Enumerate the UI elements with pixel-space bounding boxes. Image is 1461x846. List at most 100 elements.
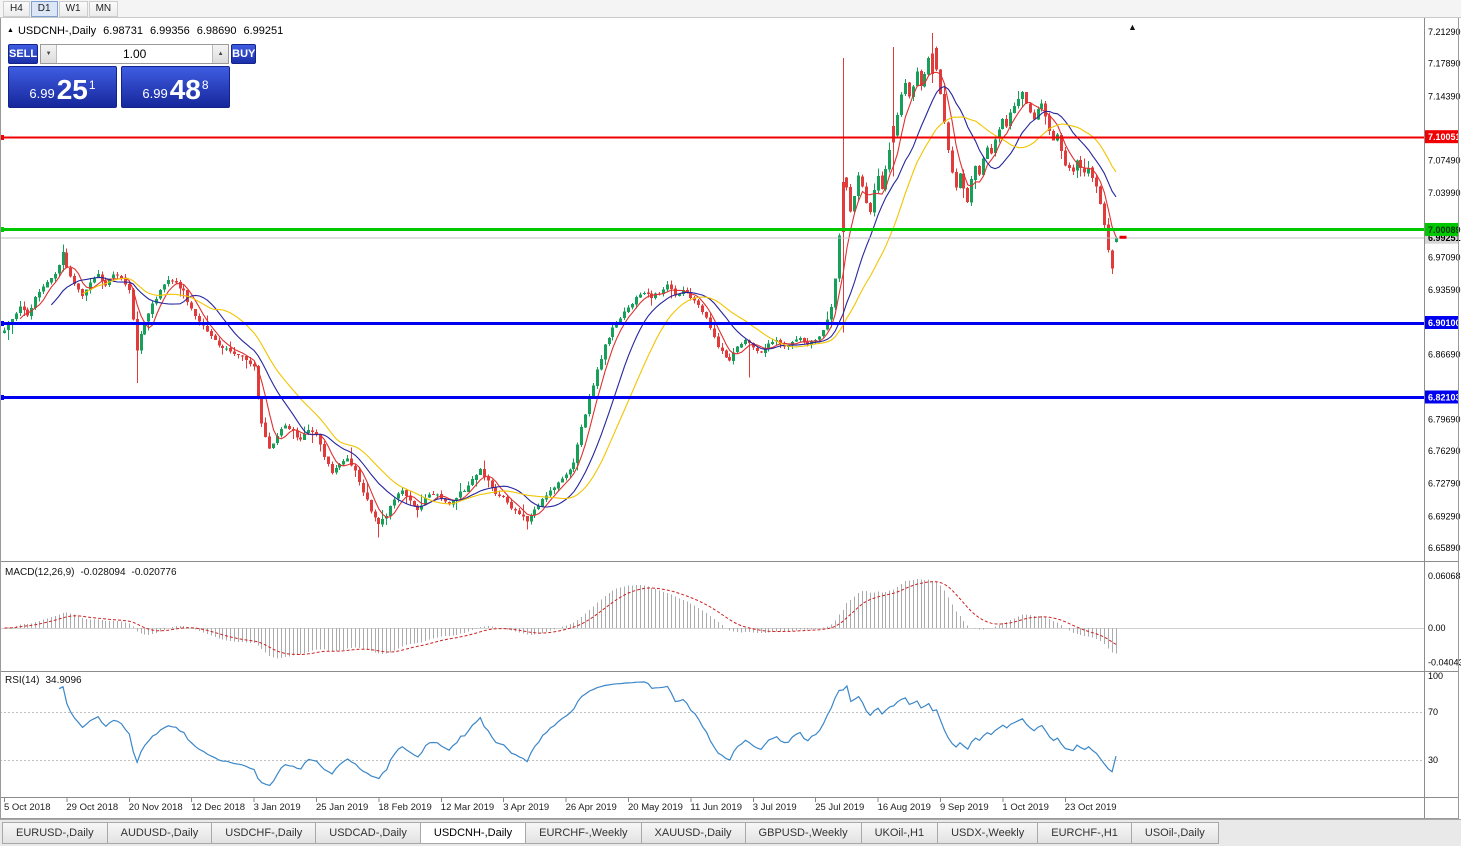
svg-text:100: 100 bbox=[1428, 671, 1443, 681]
ask-point: 8 bbox=[201, 78, 209, 92]
price-badge-7.10051: 7.10051 bbox=[1425, 130, 1461, 144]
chart-tab-audusd-daily[interactable]: AUDUSD-,Daily bbox=[107, 822, 213, 844]
svg-text:7.00089: 7.00089 bbox=[1428, 225, 1461, 235]
chart-tabs-bar: EURUSD-,Daily AUDUSD-,Daily USDCHF-,Daily U… bbox=[0, 819, 1461, 846]
svg-text:-0.040432: -0.040432 bbox=[1428, 658, 1461, 668]
svg-text:6.65890: 6.65890 bbox=[1428, 543, 1461, 553]
horizontal-line-6.82103[interactable] bbox=[0, 395, 1424, 400]
bid-pips: 25 bbox=[56, 74, 88, 105]
macd-signal-value: -0.020776 bbox=[131, 567, 177, 578]
horizontal-line-7.10051[interactable] bbox=[0, 135, 1424, 140]
svg-text:7.21290: 7.21290 bbox=[1428, 27, 1461, 37]
chart-tab-usdcad-daily[interactable]: USDCAD-,Daily bbox=[316, 822, 421, 844]
svg-text:5 Oct 2018: 5 Oct 2018 bbox=[4, 802, 50, 813]
svg-text:6.79690: 6.79690 bbox=[1428, 414, 1461, 424]
one-click-collapse-icon[interactable]: ▲ bbox=[7, 27, 14, 34]
svg-text:3 Jul 2019: 3 Jul 2019 bbox=[753, 802, 797, 813]
svg-text:7.14390: 7.14390 bbox=[1428, 91, 1461, 101]
svg-text:6.76290: 6.76290 bbox=[1428, 446, 1461, 456]
rsi-line bbox=[58, 681, 1117, 787]
timeframe-d1-button[interactable]: D1 bbox=[30, 0, 58, 17]
buy-price-button[interactable]: 6.99 48 8 bbox=[121, 66, 230, 108]
svg-text:25 Jan 2019: 25 Jan 2019 bbox=[316, 802, 368, 813]
svg-text:6.69290: 6.69290 bbox=[1428, 511, 1461, 521]
horizontal-line-6.901[interactable] bbox=[0, 321, 1424, 326]
svg-text:12 Dec 2018: 12 Dec 2018 bbox=[191, 802, 245, 813]
price-badge-7.00089: 7.00089 bbox=[1425, 222, 1461, 236]
timeframe-mn-button[interactable]: MN bbox=[88, 0, 119, 17]
svg-text:6.99251: 6.99251 bbox=[1428, 233, 1461, 243]
bid-big-figure: 6.99 bbox=[29, 86, 55, 101]
chart-symbol-label: USDCNH-,Daily bbox=[17, 25, 97, 37]
buy-button[interactable]: BUY bbox=[231, 44, 257, 64]
pane-dividers[interactable] bbox=[0, 18, 1459, 819]
chart-tab-eurchf-h1[interactable]: EURCHF-,H1 bbox=[1038, 822, 1132, 844]
moving-average-lines bbox=[19, 71, 1117, 519]
sell-price-button[interactable]: 6.99 25 1 bbox=[8, 66, 117, 108]
volume-up-icon[interactable]: ▲ bbox=[212, 45, 229, 63]
svg-text:6.90100: 6.90100 bbox=[1428, 318, 1461, 328]
macd-main-value: -0.028094 bbox=[80, 567, 126, 578]
chart-tab-usdchf-daily[interactable]: USDCHF-,Daily bbox=[212, 822, 317, 844]
macd-indicator-label: MACD(12,26,9) -0.028094 -0.020776 bbox=[5, 567, 177, 578]
horizontal-line-7.00089[interactable] bbox=[0, 227, 1424, 232]
chart-tab-eurusd-daily[interactable]: EURUSD-,Daily bbox=[2, 822, 108, 844]
svg-text:7.07490: 7.07490 bbox=[1428, 156, 1461, 166]
line-edge-handle[interactable] bbox=[0, 321, 4, 326]
volume-down-icon[interactable]: ▼ bbox=[41, 45, 58, 63]
svg-text:9 Sep 2019: 9 Sep 2019 bbox=[940, 802, 989, 813]
ohlc-low-value: 6.98690 bbox=[196, 25, 237, 37]
rsi-indicator-label: RSI(14) 34.9096 bbox=[5, 675, 82, 686]
chart-tab-eurchf-weekly[interactable]: EURCHF-,Weekly bbox=[526, 822, 642, 844]
svg-text:7.17890: 7.17890 bbox=[1428, 59, 1461, 69]
ask-big-figure: 6.99 bbox=[142, 86, 168, 101]
ask-pips: 48 bbox=[169, 74, 201, 105]
chart-tab-ukoil-h1[interactable]: UKOil-,H1 bbox=[861, 822, 939, 844]
svg-text:1 Oct 2019: 1 Oct 2019 bbox=[1002, 802, 1048, 813]
one-click-trading-panel: SELL ▼ ▲ BUY 6.99 25 1 6.99 48 8 bbox=[8, 44, 257, 108]
svg-text:20 May 2019: 20 May 2019 bbox=[628, 802, 683, 813]
price-badge-6.82103: 6.82103 bbox=[1425, 390, 1461, 404]
chart-tab-usdx-weekly[interactable]: USDX-,Weekly bbox=[938, 822, 1039, 844]
price-axis[interactable]: 7.21290 7.17890 7.14390 7.07490 7.03990 6.970… bbox=[1424, 18, 1461, 819]
line-edge-handle[interactable] bbox=[0, 395, 4, 400]
price-badge-6.90100: 6.90100 bbox=[1425, 316, 1461, 330]
candlestick-series[interactable] bbox=[3, 32, 1118, 538]
timeframe-w1-button[interactable]: W1 bbox=[58, 0, 88, 17]
chart-tab-xauusd-daily[interactable]: XAUUSD-,Daily bbox=[641, 822, 746, 844]
svg-text:6.97090: 6.97090 bbox=[1428, 252, 1461, 262]
line-edge-handle[interactable] bbox=[0, 135, 4, 140]
time-axis[interactable]: 5 Oct 2018 29 Oct 2018 20 Nov 2018 12 Dec 2… bbox=[4, 798, 1117, 813]
macd-name: MACD(12,26,9) bbox=[5, 567, 75, 578]
sell-button[interactable]: SELL bbox=[8, 44, 39, 64]
timeframe-h4-button[interactable]: H4 bbox=[3, 0, 30, 17]
macd-signal-line bbox=[4, 581, 1117, 655]
chart-tab-gbpusd-weekly[interactable]: GBPUSD-,Weekly bbox=[745, 822, 862, 844]
volume-input[interactable] bbox=[57, 45, 213, 63]
svg-text:25 Jul 2019: 25 Jul 2019 bbox=[815, 802, 864, 813]
macd-pane[interactable]: 0.060687 0.00 -0.040432 bbox=[0, 571, 1461, 668]
svg-text:0.060687: 0.060687 bbox=[1428, 571, 1461, 581]
rsi-pane[interactable]: 100 70 30 bbox=[0, 671, 1443, 787]
svg-text:70: 70 bbox=[1428, 707, 1438, 717]
rsi-value: 34.9096 bbox=[45, 675, 82, 686]
timeframe-toolbar: H4 D1 W1 MN bbox=[0, 0, 1461, 18]
line-edge-handle[interactable] bbox=[0, 227, 4, 232]
volume-box: ▼ ▲ bbox=[40, 44, 230, 64]
chart-tab-usoil-daily[interactable]: USOil-,Daily bbox=[1131, 822, 1219, 844]
svg-text:11 Jun 2019: 11 Jun 2019 bbox=[690, 802, 742, 813]
chart-header: ▲ USDCNH-,Daily 6.98731 6.99356 6.98690 6.992… bbox=[7, 25, 283, 37]
chart-window[interactable]: 7.21290 7.17890 7.14390 7.07490 7.03990 6.970… bbox=[0, 18, 1461, 819]
svg-text:6.72790: 6.72790 bbox=[1428, 479, 1461, 489]
ohlc-open-value: 6.98731 bbox=[103, 25, 143, 37]
chart-tab-usdcnh-daily[interactable]: USDCNH-,Daily bbox=[420, 822, 527, 844]
svg-text:18 Feb 2019: 18 Feb 2019 bbox=[378, 802, 431, 813]
svg-text:3 Apr 2019: 3 Apr 2019 bbox=[503, 802, 549, 813]
svg-text:3 Jan 2019: 3 Jan 2019 bbox=[254, 802, 301, 813]
svg-text:6.82103: 6.82103 bbox=[1428, 392, 1461, 402]
price-chart-canvas[interactable]: 7.21290 7.17890 7.14390 7.07490 7.03990 6.970… bbox=[0, 18, 1461, 819]
ohlc-close-value: 6.99251 bbox=[243, 25, 284, 37]
svg-text:0.00: 0.00 bbox=[1428, 623, 1446, 633]
chart-shift-icon[interactable]: ▲ bbox=[1128, 22, 1137, 32]
